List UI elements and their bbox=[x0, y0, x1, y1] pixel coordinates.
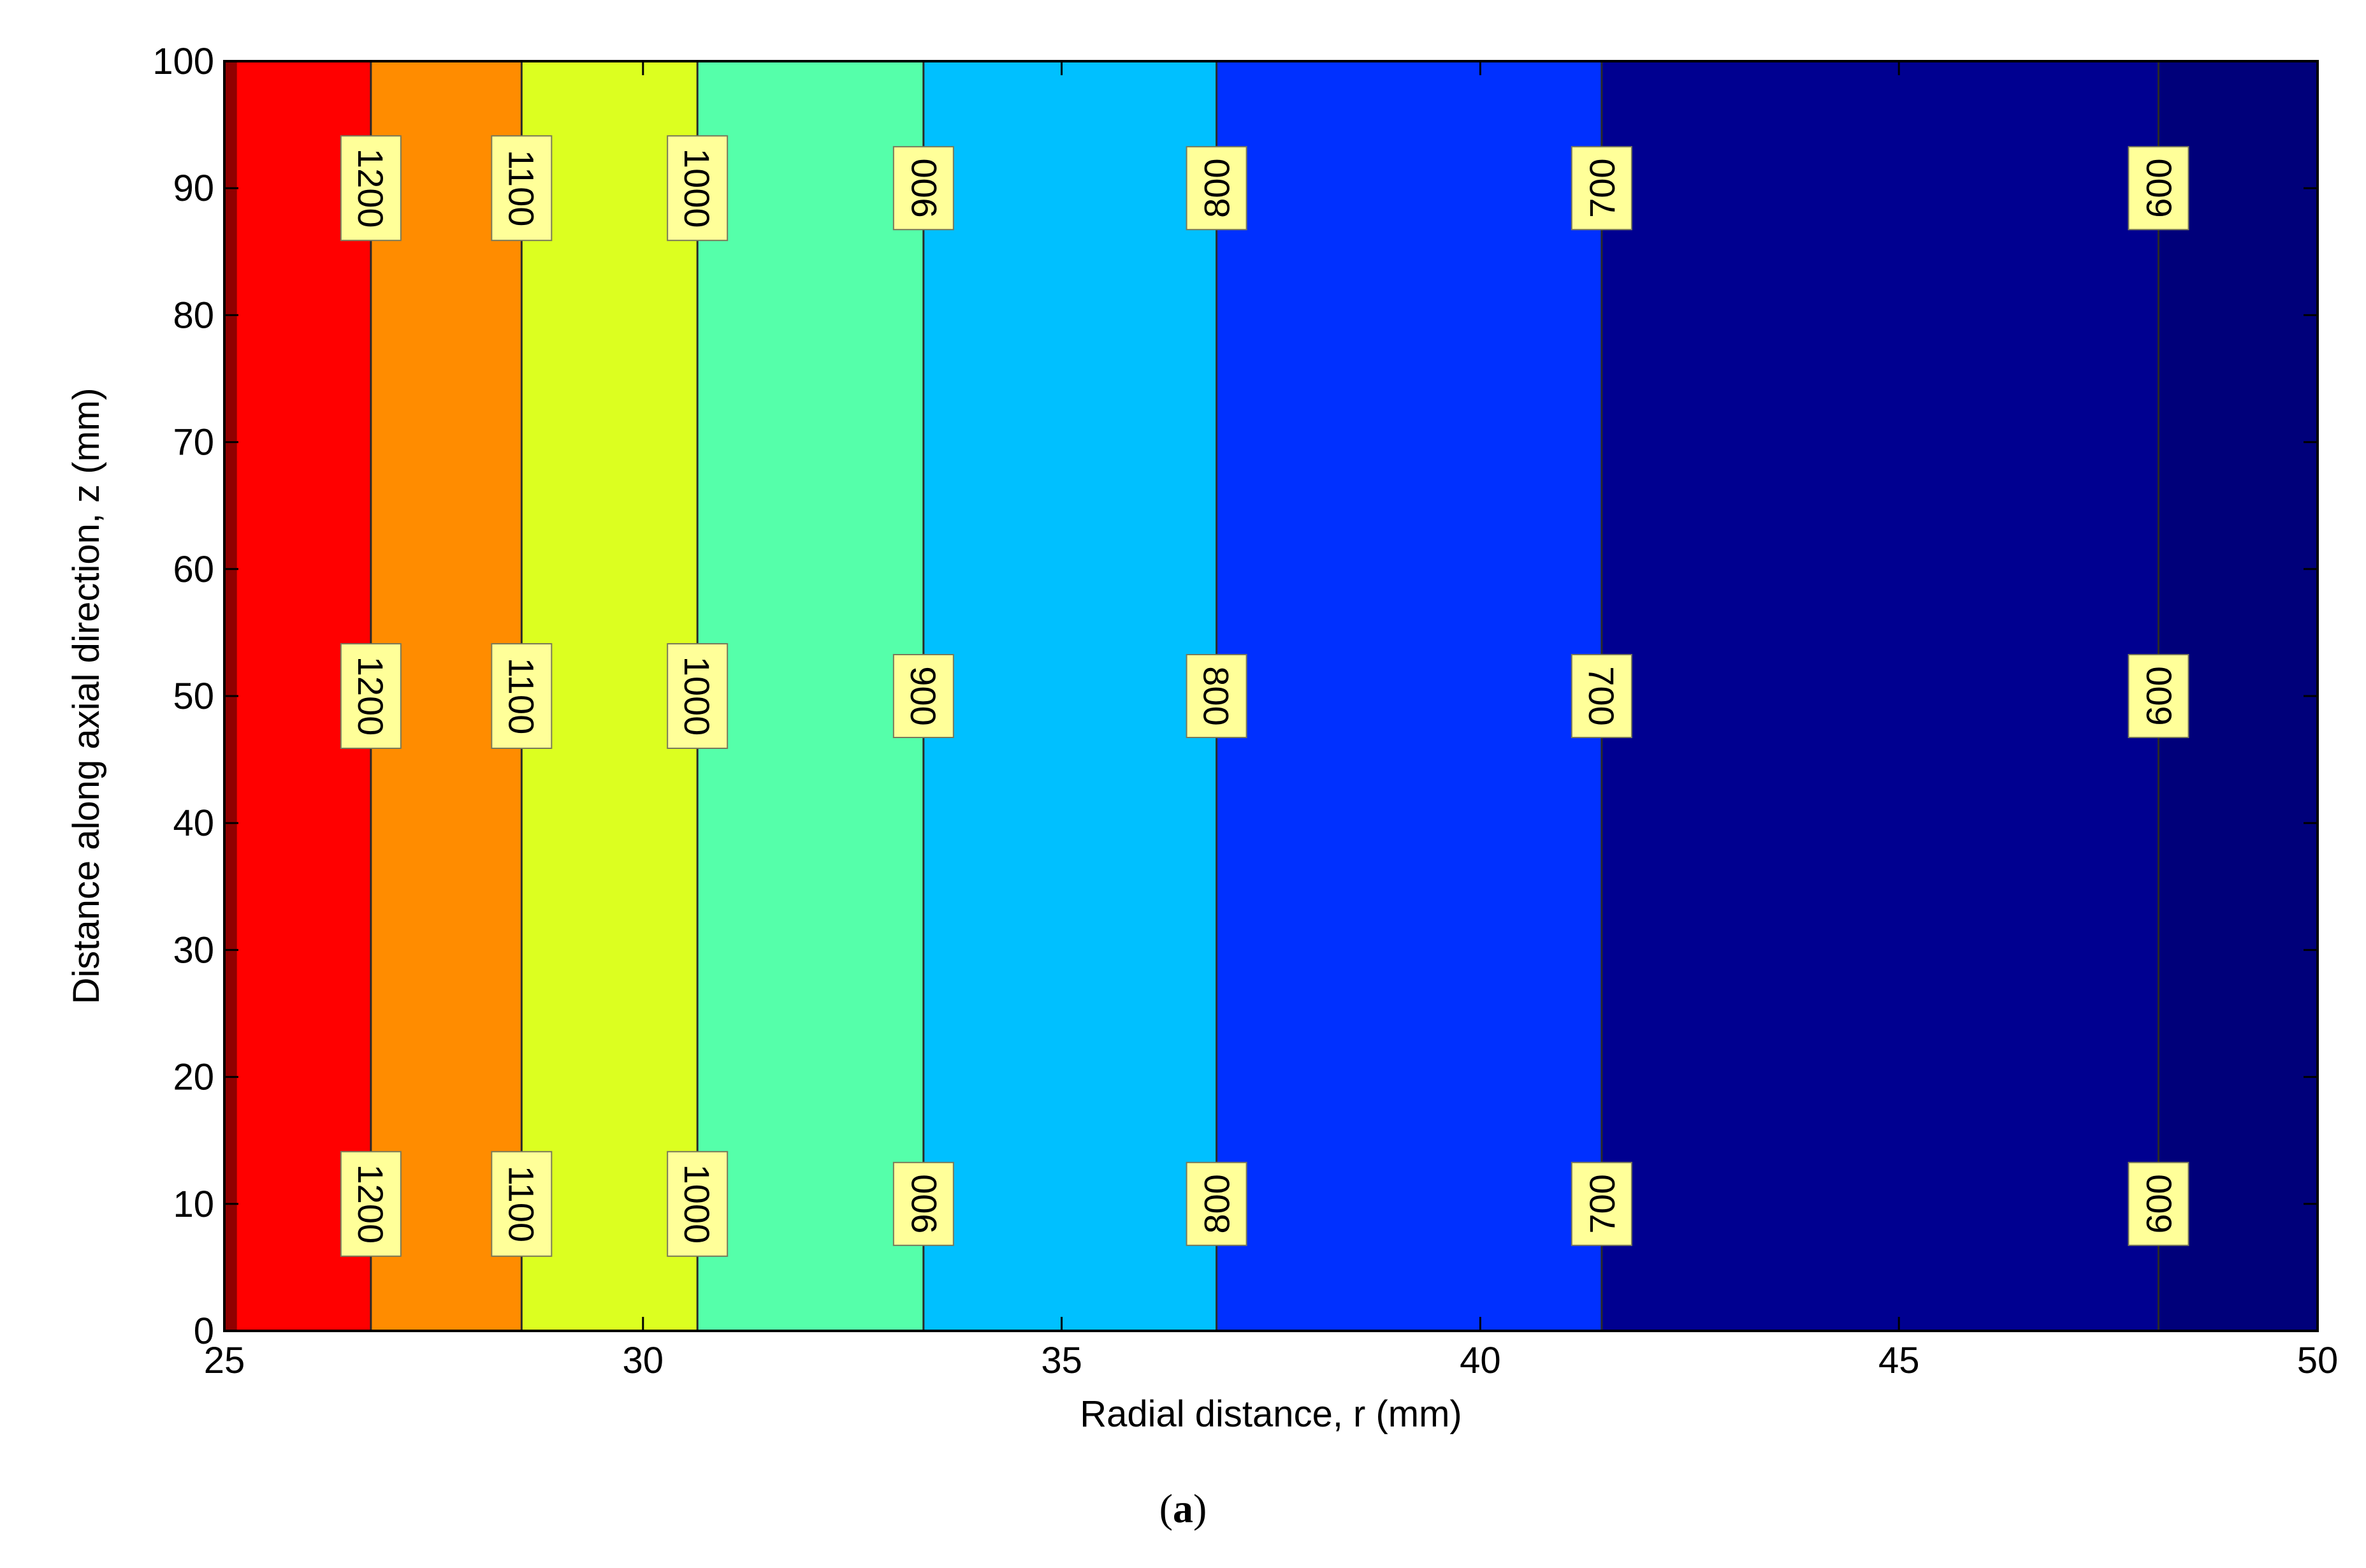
contour-label-box bbox=[1571, 654, 1632, 738]
contour-label-text: 1100 bbox=[501, 658, 541, 734]
x-axis-label: Radial distance, r (mm) bbox=[1080, 1393, 1462, 1435]
contour-label-1100-z90: 1100 bbox=[491, 135, 553, 242]
contour-label-1200-z90: 1200 bbox=[340, 135, 402, 242]
contour-label-box bbox=[491, 1151, 553, 1257]
contour-label-text: 900 bbox=[904, 1174, 944, 1233]
contour-label-text: 700 bbox=[1582, 1174, 1622, 1233]
contour-label-box bbox=[667, 135, 729, 242]
contour-label-700-z50: 700 bbox=[1571, 654, 1632, 738]
contour-label-text: 1200 bbox=[351, 657, 391, 736]
contour-label-text: 1000 bbox=[677, 657, 717, 736]
contour-label-box bbox=[340, 135, 402, 242]
contour-label-box bbox=[892, 146, 954, 231]
color-band-4 bbox=[923, 61, 1217, 1331]
contour-label-900-z10: 900 bbox=[892, 1161, 954, 1246]
contour-label-1000-z10: 1000 bbox=[667, 1151, 729, 1257]
contour-label-text: 900 bbox=[904, 158, 944, 217]
contour-label-box bbox=[1186, 654, 1247, 738]
x-tick-label-35: 35 bbox=[1041, 1340, 1082, 1381]
contour-label-800-z50: 800 bbox=[1186, 654, 1247, 738]
contour-label-800-z10: 800 bbox=[1186, 1161, 1247, 1246]
y-tick-label-80: 80 bbox=[173, 294, 214, 336]
contour-label-text: 600 bbox=[2138, 1174, 2179, 1233]
contour-label-box bbox=[1571, 146, 1632, 231]
y-tick-label-20: 20 bbox=[173, 1057, 214, 1098]
color-bands bbox=[224, 61, 2318, 1331]
contour-label-900-z50: 900 bbox=[892, 654, 954, 738]
contour-label-box bbox=[340, 1151, 402, 1257]
contour-label-box bbox=[667, 1151, 729, 1257]
y-axis-label: Distance along axial direction, z (mm) bbox=[66, 388, 107, 1004]
color-band-6 bbox=[1601, 61, 2159, 1331]
caption-close-paren: ) bbox=[1193, 1486, 1207, 1531]
contour-label-text: 600 bbox=[2138, 666, 2179, 725]
contour-label-box bbox=[892, 1161, 954, 1246]
x-tick-label-30: 30 bbox=[623, 1340, 664, 1381]
contour-label-600-z90: 600 bbox=[2128, 146, 2189, 231]
axis-ticks bbox=[223, 60, 2319, 1332]
x-tick-label-45: 45 bbox=[1878, 1340, 1920, 1381]
contour-label-box bbox=[2128, 1161, 2189, 1246]
y-tick-label-100: 100 bbox=[152, 41, 214, 82]
contour-label-1100-z10: 1100 bbox=[491, 1151, 553, 1257]
contour-label-box bbox=[1186, 146, 1247, 231]
contour-label-box bbox=[2128, 654, 2189, 738]
contour-label-1200-z50: 1200 bbox=[340, 643, 402, 749]
x-tick-label-50: 50 bbox=[2297, 1340, 2339, 1381]
contour-label-box bbox=[892, 654, 954, 738]
contour-label-800-z90: 800 bbox=[1186, 146, 1247, 231]
contour-label-box bbox=[491, 135, 553, 242]
caption-letter: a bbox=[1173, 1486, 1193, 1531]
x-tick-label-40: 40 bbox=[1460, 1340, 1501, 1381]
contour-label-700-z90: 700 bbox=[1571, 146, 1632, 231]
contour-label-text: 1200 bbox=[351, 149, 391, 228]
contour-label-box bbox=[2128, 146, 2189, 231]
y-tick-label-50: 50 bbox=[173, 676, 214, 717]
contour-label-box bbox=[340, 643, 402, 749]
contour-label-text: 800 bbox=[1197, 1174, 1237, 1233]
contour-label-text: 1100 bbox=[501, 1166, 541, 1242]
figure-caption: (a) bbox=[0, 1485, 2366, 1532]
y-tick-label-30: 30 bbox=[173, 929, 214, 971]
x-tick-label-25: 25 bbox=[204, 1340, 245, 1381]
contour-label-text: 1000 bbox=[677, 149, 717, 228]
contour-label-1000-z90: 1000 bbox=[667, 135, 729, 242]
color-band-5 bbox=[1216, 61, 1602, 1331]
contour-label-text: 700 bbox=[1581, 666, 1622, 725]
contour-label-box bbox=[491, 643, 553, 749]
contour-label-1000-z50: 1000 bbox=[667, 643, 729, 749]
contour-label-1100-z50: 1100 bbox=[491, 643, 553, 749]
color-band-3 bbox=[697, 61, 924, 1331]
y-tick-label-10: 10 bbox=[173, 1184, 214, 1225]
y-tick-label-70: 70 bbox=[173, 422, 214, 463]
contour-label-600-z50: 600 bbox=[2128, 654, 2189, 738]
contour-label-text: 600 bbox=[2138, 158, 2179, 217]
contour-label-text: 1200 bbox=[351, 1165, 391, 1244]
y-tick-label-0: 0 bbox=[194, 1310, 214, 1352]
x-tick-labels: 25 30 35 40 45 50 bbox=[204, 1340, 2339, 1381]
contour-label-text: 900 bbox=[903, 666, 943, 725]
contour-label-600-z10: 600 bbox=[2128, 1161, 2189, 1246]
contour-label-box bbox=[667, 643, 729, 749]
contour-label-900-z90: 900 bbox=[892, 146, 954, 231]
contour-label-text: 800 bbox=[1197, 158, 1237, 217]
contour-label-text: 700 bbox=[1582, 158, 1622, 217]
contour-labels: 1200 1200 1200 1100 1100 1100 1000 1000 1000 900 9… bbox=[340, 135, 2189, 1257]
contour-label-text: 1100 bbox=[501, 150, 541, 226]
y-tick-label-90: 90 bbox=[173, 168, 214, 209]
contour-label-700-z10: 700 bbox=[1571, 1161, 1632, 1246]
contour-label-box bbox=[1186, 1161, 1247, 1246]
y-tick-label-60: 60 bbox=[173, 549, 214, 590]
contour-label-text: 800 bbox=[1196, 666, 1237, 725]
caption-open-paren: ( bbox=[1159, 1486, 1173, 1531]
contour-label-text: 1000 bbox=[677, 1165, 717, 1244]
y-tick-label-40: 40 bbox=[173, 802, 214, 844]
contour-label-1200-z10: 1200 bbox=[340, 1151, 402, 1257]
contour-label-box bbox=[1571, 1161, 1632, 1246]
y-tick-labels: 0 10 20 30 40 50 60 70 80 90 100 bbox=[152, 41, 214, 1352]
